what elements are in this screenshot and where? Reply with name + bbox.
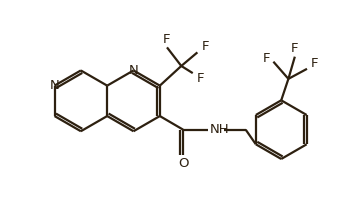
Text: F: F [163, 33, 171, 46]
Text: O: O [178, 157, 188, 170]
Text: F: F [311, 57, 319, 70]
Text: F: F [262, 52, 270, 65]
Text: F: F [202, 40, 209, 53]
Text: N: N [129, 64, 138, 77]
Text: NH: NH [210, 123, 230, 136]
Text: F: F [291, 42, 299, 55]
Text: F: F [197, 72, 205, 85]
Text: N: N [50, 79, 59, 92]
